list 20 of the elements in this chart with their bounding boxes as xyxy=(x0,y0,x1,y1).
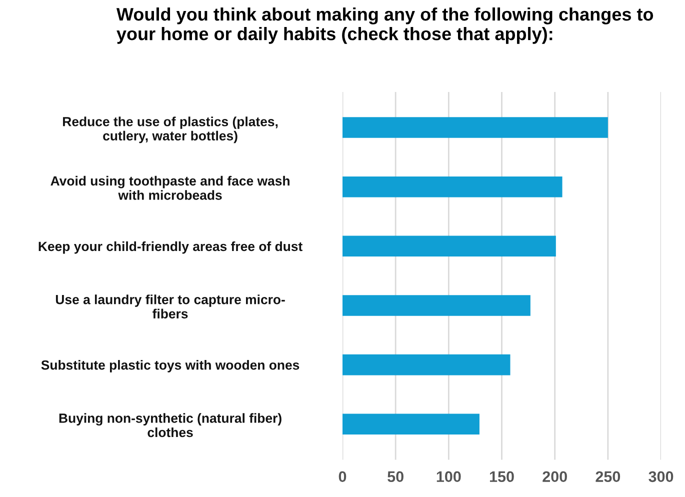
y-tick-label: Keep your child-friendly areas free of dust xyxy=(38,241,302,254)
x-tick-label: 200 xyxy=(542,471,567,482)
y-tick-label: Buying non-synthetic (natural fiber) clothes xyxy=(59,413,282,438)
bar xyxy=(342,295,530,316)
chart-title: Would you think about making any of the following changes to your home or daily habits (check those that apply): xyxy=(116,7,654,44)
bar xyxy=(342,176,562,198)
bar xyxy=(342,414,480,435)
x-tick-label: 50 xyxy=(388,471,404,482)
x-tick-label: 300 xyxy=(648,471,674,482)
bar xyxy=(342,354,510,376)
y-tick-label: Use a laundry filter to capture micro- fibers xyxy=(56,294,285,318)
y-tick-label: Avoid using toothpaste and face wash with microbeads xyxy=(50,176,290,200)
y-tick-label: Substitute plastic toys with wooden ones xyxy=(41,360,300,372)
x-tick-label: 100 xyxy=(436,471,461,482)
y-tick-label: Reduce the use of plastics (plates, cutlery, water bottles) xyxy=(63,116,278,144)
x-tick-label: 150 xyxy=(490,471,514,482)
x-tick-label: 250 xyxy=(596,471,620,482)
x-tick-label: 0 xyxy=(338,471,346,482)
bar xyxy=(342,236,556,257)
bar xyxy=(342,117,608,138)
